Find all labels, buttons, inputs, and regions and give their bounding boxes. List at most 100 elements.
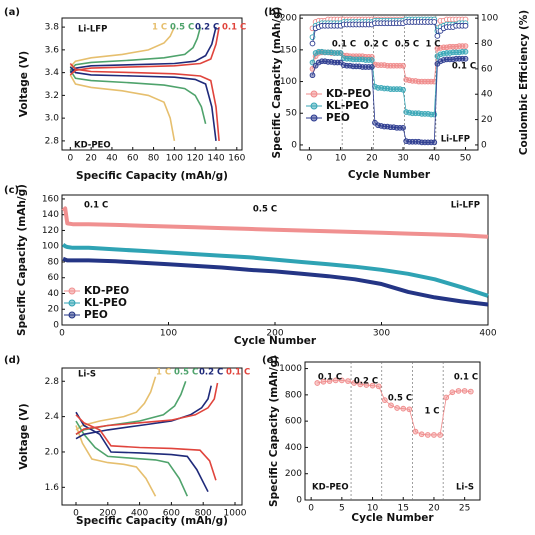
- y2-tick-label: 40: [481, 90, 493, 100]
- y-tick-label: 0: [296, 496, 302, 506]
- y-axis-title: Specific Capacity (mAh/g): [16, 184, 28, 336]
- y-tick-label: 200: [280, 14, 297, 24]
- x-tick-label: 40: [429, 154, 441, 164]
- data-point: [381, 397, 388, 403]
- plot-frame: [299, 14, 479, 151]
- annotation: Li-LFP: [78, 25, 107, 35]
- y2-tick-label: 100: [481, 14, 498, 24]
- data-point: [434, 33, 441, 39]
- annotation: Li-S: [456, 483, 474, 493]
- x-tick-label: 300: [373, 329, 390, 339]
- x-tick-label: 400: [479, 329, 496, 339]
- x-tick-label: 800: [195, 509, 212, 519]
- y2-tick-label: 80: [481, 39, 493, 49]
- annotation: 0.1 C: [318, 373, 342, 383]
- data-point: [412, 428, 419, 435]
- series-line: [61, 243, 489, 298]
- curve: [75, 425, 157, 497]
- annotation: 0.1 C: [332, 40, 356, 50]
- panel-label: (a): [4, 7, 20, 18]
- data-point: [351, 380, 357, 386]
- data-point: [462, 55, 469, 62]
- panel-label: (e): [262, 355, 278, 366]
- data-point: [431, 139, 438, 146]
- curve: [69, 26, 220, 76]
- data-point: [431, 19, 438, 25]
- data-point: [314, 380, 321, 386]
- y-tick-label: 400: [285, 443, 302, 453]
- legend-label: 0.5 C: [170, 23, 194, 33]
- series-line: [62, 256, 489, 307]
- data-point: [394, 405, 400, 411]
- data-point: [424, 432, 431, 438]
- x-tick-label: 10: [367, 504, 379, 514]
- y-tick-label: 80: [48, 257, 60, 267]
- data-point: [312, 50, 319, 56]
- data-point: [467, 388, 474, 395]
- x-tick-label: 5: [339, 504, 345, 514]
- annotation: Li-LFP: [441, 135, 470, 145]
- x-tick-label: 80: [148, 154, 160, 164]
- annotation: Li-S: [78, 370, 96, 380]
- legend-label: 1 C: [152, 23, 167, 33]
- data-point: [400, 405, 407, 412]
- data-point: [368, 64, 375, 70]
- legend-label: 0.2 C: [195, 23, 219, 33]
- curve: [69, 66, 217, 141]
- legend-label: PEO: [84, 309, 108, 321]
- data-point: [461, 388, 468, 394]
- annotation: 1 C: [425, 40, 440, 50]
- y-tick-label: 3.0: [45, 114, 60, 124]
- legend-marker: [68, 287, 76, 295]
- data-point: [345, 378, 351, 384]
- x-tick-label: 0: [59, 329, 65, 339]
- y-tick-label: 3.8: [45, 23, 60, 33]
- x-tick-label: 100: [166, 154, 183, 164]
- y-axis-title: Voltage (V): [18, 403, 30, 470]
- data-point: [400, 62, 406, 69]
- annotation: 0.5 C: [395, 40, 419, 50]
- data-point: [337, 50, 344, 56]
- x-axis-title: Cycle Number: [234, 335, 317, 347]
- legend-label: KL-PEO: [84, 297, 127, 309]
- y-tick-label: 120: [42, 226, 59, 236]
- curve: [69, 26, 217, 74]
- data-point: [431, 111, 438, 118]
- y-tick-label: 3.4: [45, 68, 60, 78]
- data-point: [406, 406, 413, 413]
- curve: [75, 414, 217, 481]
- legend-label: 0.1 C: [222, 23, 246, 33]
- data-point: [315, 59, 322, 66]
- y2-axis-title: Coulombic Efficiency (%): [518, 10, 530, 155]
- y-tick-label: 50: [286, 109, 298, 119]
- x-tick-label: 10: [335, 154, 347, 164]
- x-tick-label: 200: [266, 329, 283, 339]
- panel-label: (b): [264, 7, 280, 18]
- legend-marker: [68, 299, 76, 307]
- legend-marker: [310, 90, 318, 98]
- annotation: 0.5 C: [388, 394, 412, 404]
- data-point: [388, 402, 394, 409]
- x-tick-label: 40: [106, 154, 118, 164]
- curve: [69, 26, 202, 71]
- x-axis-title: Cycle Number: [351, 512, 434, 524]
- data-point: [332, 377, 339, 384]
- x-tick-label: 15: [398, 504, 409, 514]
- y-tick-label: 140: [42, 210, 59, 220]
- y-tick-label: 3.6: [45, 45, 60, 55]
- x-tick-label: 140: [207, 154, 224, 164]
- x-tick-label: 100: [160, 329, 177, 339]
- plot-frame: [304, 361, 481, 501]
- data-point: [309, 40, 316, 47]
- data-point: [375, 383, 382, 390]
- plot-frame: [61, 17, 243, 151]
- annotation: 0.1 C: [84, 201, 108, 211]
- x-tick-label: 0: [308, 504, 314, 514]
- data-point: [462, 43, 469, 49]
- legend-label: 0.2 C: [199, 368, 223, 378]
- series-line: [61, 206, 489, 239]
- data-point: [431, 432, 437, 438]
- data-point: [418, 431, 425, 438]
- annotation: 0.1 C: [452, 62, 476, 72]
